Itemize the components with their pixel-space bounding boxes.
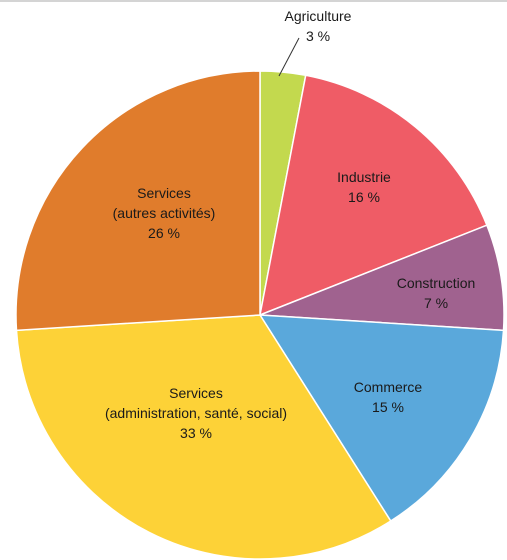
slice-label-construction: Construction: [397, 275, 476, 291]
slice-value-commerce: 15 %: [372, 399, 404, 415]
slice-label-services-autres-activites-line-2: (autres activités): [113, 205, 216, 221]
top-border: [0, 0, 507, 2]
slice-value-services-autres-activites: 26 %: [148, 225, 180, 241]
slice-label-services-autres-activites-line-1: Services: [137, 185, 191, 201]
slice-label-agriculture: Agriculture: [285, 8, 352, 24]
slices-layer: [15, 70, 505, 560]
slice-value-construction: 7 %: [424, 295, 448, 311]
slice-label-industrie: Industrie: [337, 169, 391, 185]
slice-label-services-administration-sante-social-line-2: (administration, santé, social): [105, 405, 287, 421]
labels-layer: Agriculture 3 % Industrie 16 % Construction 7…: [105, 8, 475, 441]
slice-value-services-administration-sante-social: 33 %: [180, 425, 212, 441]
slice-label-commerce: Commerce: [354, 379, 423, 395]
slice-services-autres-activites: [15, 70, 261, 332]
slice-industrie: [259, 74, 488, 317]
slice-services-administration-sante-social: [15, 314, 392, 560]
slice-value-industrie: 16 %: [348, 189, 380, 205]
slice-commerce: [258, 314, 505, 523]
slice-construction: [259, 224, 505, 332]
slice-label-services-administration-sante-social-line-1: Services: [169, 385, 223, 401]
slice-value-agriculture: 3 %: [306, 28, 330, 44]
leader-line-agriculture: [278, 37, 300, 77]
